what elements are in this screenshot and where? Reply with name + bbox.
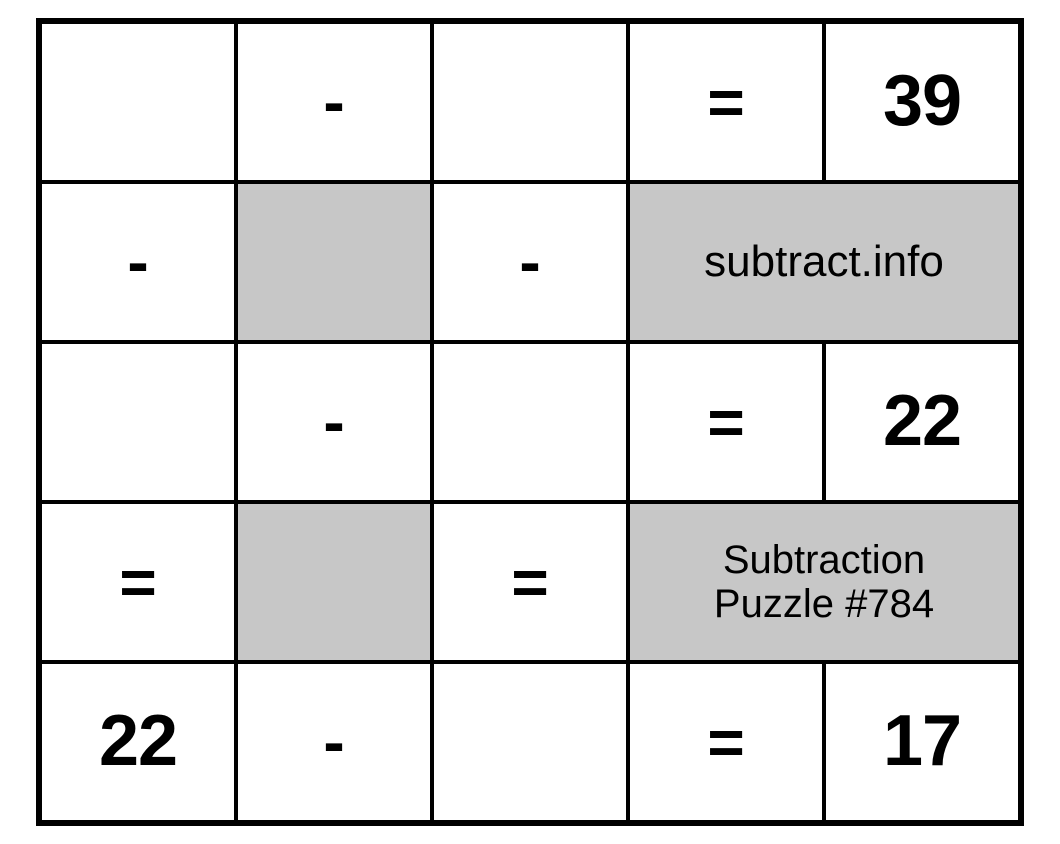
cell-r4c2-shaded	[236, 502, 432, 662]
puzzle-title: Subtraction Puzzle #784	[714, 538, 934, 626]
result-row1: 39	[883, 62, 961, 141]
result-row3: 22	[883, 382, 961, 461]
cell-r3c3-blank-input[interactable]	[432, 342, 628, 502]
cell-r1c2-minus: -	[236, 22, 432, 182]
cell-r2c1-minus: -	[40, 182, 236, 342]
site-label: subtract.info	[704, 238, 944, 286]
puzzle-container: - = 39 - - subtract.info - = 22 = = Subt…	[0, 0, 1060, 844]
equals-icon: =	[707, 67, 744, 137]
cell-r2c4-5-site-label: subtract.info	[628, 182, 1020, 342]
cell-r5c2-minus: -	[236, 662, 432, 822]
cell-r2c2-shaded	[236, 182, 432, 342]
cell-r3c5-result: 22	[824, 342, 1020, 502]
cell-r3c4-equals: =	[628, 342, 824, 502]
cell-r5c4-equals: =	[628, 662, 824, 822]
puzzle-grid: - = 39 - - subtract.info - = 22 = = Subt…	[36, 18, 1024, 826]
result-row5: 17	[883, 702, 961, 781]
minus-icon: -	[127, 227, 148, 297]
cell-r1c3-blank-input[interactable]	[432, 22, 628, 182]
cell-r1c1-blank-input[interactable]	[40, 22, 236, 182]
equals-icon: =	[119, 547, 156, 617]
equals-icon: =	[707, 387, 744, 457]
cell-r3c2-minus: -	[236, 342, 432, 502]
cell-r4c4-5-puzzle-title: Subtraction Puzzle #784	[628, 502, 1020, 662]
puzzle-title-line1: Subtraction	[723, 538, 925, 582]
cell-r1c4-equals: =	[628, 22, 824, 182]
equals-icon: =	[511, 547, 548, 617]
cell-r3c1-blank-input[interactable]	[40, 342, 236, 502]
cell-r1c5-result: 39	[824, 22, 1020, 182]
cell-r5c1-given: 22	[40, 662, 236, 822]
given-col1-bottom: 22	[99, 702, 177, 781]
puzzle-title-line2: Puzzle #784	[714, 582, 934, 626]
minus-icon: -	[323, 707, 344, 777]
equals-icon: =	[707, 707, 744, 777]
cell-r4c1-equals: =	[40, 502, 236, 662]
minus-icon: -	[519, 227, 540, 297]
cell-r2c3-minus: -	[432, 182, 628, 342]
minus-icon: -	[323, 67, 344, 137]
cell-r5c3-blank-input[interactable]	[432, 662, 628, 822]
minus-icon: -	[323, 387, 344, 457]
cell-r4c3-equals: =	[432, 502, 628, 662]
cell-r5c5-result: 17	[824, 662, 1020, 822]
